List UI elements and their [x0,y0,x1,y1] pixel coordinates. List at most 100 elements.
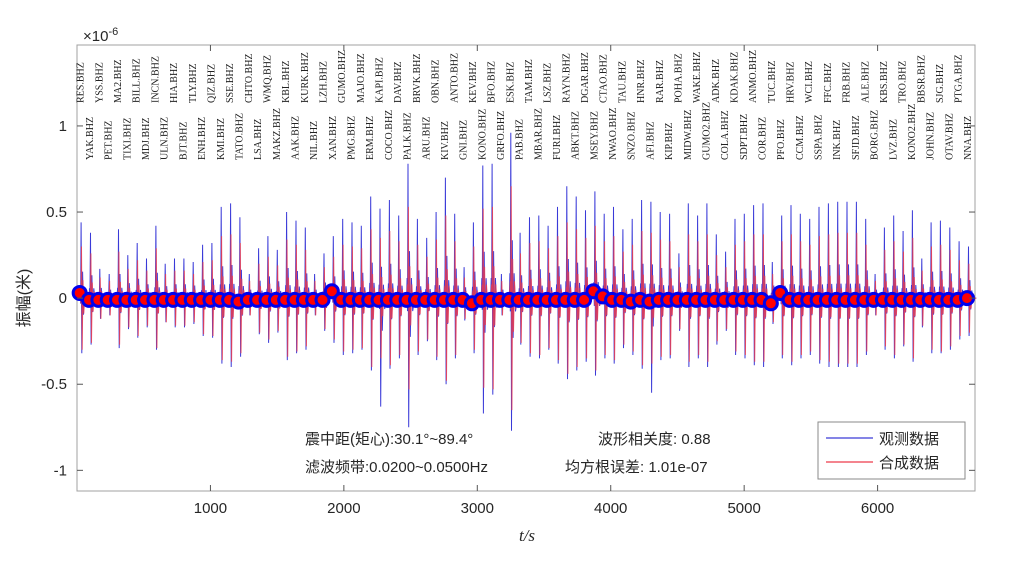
station-label: SSPA.BHZ [814,115,825,161]
station-label: ANMO.BHZ [748,50,759,103]
station-label: LSZ.BHZ [543,63,554,103]
station-label: GUMO.BHZ [337,50,348,103]
station-label: BRVK.BHZ [412,54,423,103]
station-label: COR.BHZ [758,117,769,160]
station-label: PFO.BHZ [776,119,787,160]
station-label: PALK.BHZ [403,112,414,160]
station-label: PMG.BHZ [347,116,358,160]
x-tick-label: 5000 [727,500,760,517]
station-marker [762,295,779,312]
station-label: ABKT.BHZ [571,111,582,160]
station-label: KONO.BHZ [477,109,488,160]
station-label: ANTO.BHZ [449,53,460,103]
station-label: TAM.BHZ [524,59,535,103]
station-label: CTAO.BHZ [599,54,610,103]
station-label: KBS.BHZ [879,61,890,103]
station-label: RES.BHZ [76,62,87,103]
station-markers [71,283,975,312]
station-label: LZH.BHZ [319,61,330,103]
station-label: CHTO.BHZ [244,53,255,103]
y-exponent-label: ×10-6 [83,26,118,45]
station-label: SJG.BHZ [935,64,946,103]
station-label: CCM.BHZ [795,115,806,160]
station-label: KIP.BHZ [664,122,675,160]
station-label: BBSR.BHZ [916,55,927,103]
y-tick-label: -1 [54,462,67,479]
station-label: JOHN.BHZ [926,112,937,160]
x-tick-label: 6000 [861,500,894,517]
annotation-band: 滤波频带:0.0200~0.0500Hz [305,459,488,476]
station-label: MSEY.BHZ [589,111,600,160]
station-label: PAB.BHZ [515,119,526,160]
station-label: KMI.BHZ [216,118,227,160]
station-label: POHA.BHZ [673,53,684,103]
station-label: FFC.BHZ [823,63,834,103]
station-label: WAKE.BHZ [692,52,703,103]
station-label: ESK.BHZ [505,62,516,103]
station-label: SNZO.BHZ [627,111,638,160]
x-tick-label: 3000 [461,500,494,517]
x-axis-label: t/s [519,526,535,545]
station-label: HNR.BHZ [636,59,647,103]
station-label: AFI.BHZ [645,121,656,160]
annotation-distance: 震中距(矩心):30.1°~89.4° [305,431,473,448]
station-label: GUMO2.BHZ [702,102,713,160]
station-label: LVZ.BHZ [888,119,899,160]
station-label: HRV.BHZ [786,61,797,103]
station-label: MDJ.BHZ [141,117,152,160]
station-label: KONO2.BHZ [907,104,918,160]
y-tick-label: 0.5 [46,204,67,221]
station-label: MIDW.BHZ [683,110,694,160]
station-label: ALE.BHZ [860,61,871,103]
station-label: HIA.BHZ [169,63,180,103]
station-marker [323,283,340,300]
legend: 观测数据 合成数据 [817,421,966,480]
station-label: KIV.BHZ [440,121,451,160]
station-label: COCO.BHZ [384,110,395,160]
station-label: OTAV.BHZ [944,113,955,160]
y-tick-label: -0.5 [41,376,67,393]
station-label: KAPI.BHZ [375,57,386,103]
station-label: PET.BHZ [104,120,115,160]
station-label: LSA.BHZ [253,119,264,160]
station-label: YSS.BHZ [94,62,105,103]
x-tick-label: 1000 [194,500,227,517]
annotation-correlation: 波形相关度: 0.88 [598,431,711,448]
station-label: OBN.BHZ [431,59,442,103]
station-label: TRO.BHZ [898,61,909,104]
station-label: BFO.BHZ [487,61,498,103]
station-label: XAN.BHZ [328,116,339,160]
station-label: GRFO.BHZ [496,111,507,160]
station-label: RAYN.BHZ [561,53,572,103]
station-label: SFJD.BHZ [851,115,862,160]
station-label: MA2.BHZ [113,59,124,103]
plot-area [76,44,976,492]
station-label: ENH.BHZ [197,117,208,160]
station-label: MBAR.BHZ [533,108,544,160]
station-label: TAU.BHZ [617,61,628,103]
station-label: NIL.BHZ [309,121,320,160]
legend-label-observed: 观测数据 [879,431,939,448]
station-label: BORG.BHZ [870,110,881,160]
station-label: FURI.BHZ [552,115,563,160]
station-label: TATO.BHZ [235,113,246,160]
station-label: KDAK.BHZ [730,52,741,103]
station-label: INCN.BHZ [150,56,161,103]
y-tick-label: 0 [59,290,67,307]
y-tick-label: 1 [59,118,67,135]
station-label: NNA.BHZ [963,116,974,160]
annotation-rms: 均方根误差: 1.01e-07 [565,459,708,476]
legend-box [817,421,966,480]
station-label: KURK.BHZ [300,52,311,103]
station-marker [576,291,593,308]
station-marker [314,291,331,308]
station-label: BJT.BHZ [178,122,189,160]
station-label: RAR.BHZ [655,60,666,103]
station-label: YAK.BHZ [85,117,96,160]
axes: 1000 2000 3000 4000 5000 6000 -1 -0.5 0 0.5 1 [41,45,975,517]
station-label: DAV.BHZ [393,61,404,103]
station-label: ADK.BHZ [711,59,722,103]
station-label: TIXI.BHZ [122,118,133,161]
y-axis-label: 振幅(米) [15,269,33,328]
station-label: FRB.BHZ [842,62,853,103]
